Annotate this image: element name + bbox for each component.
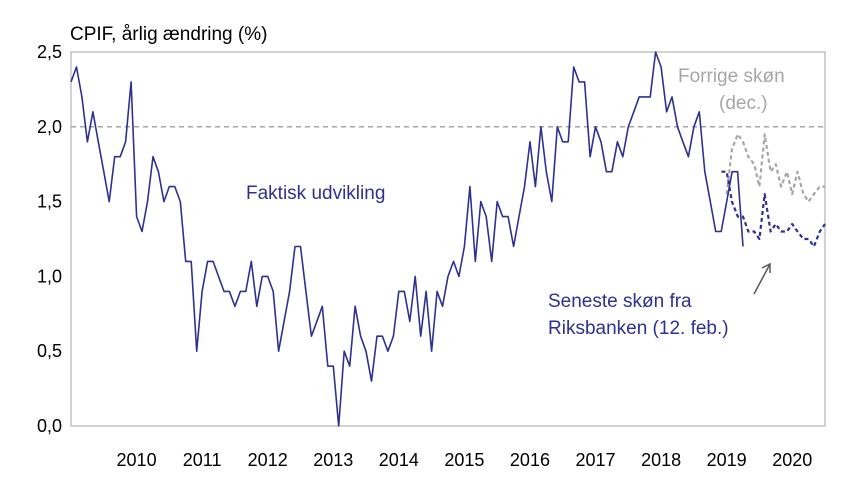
x-tick-label: 2017 (575, 450, 615, 470)
x-tick-labels: 2010 2011 2012 2013 2014 2015 2016 2017 2018 2019… (117, 450, 813, 470)
x-tick-label: 2019 (707, 450, 747, 470)
arrow-icon (753, 262, 771, 295)
annotation-previous-forecast-date: (dec.) (719, 93, 768, 114)
y-tick-label: 0,0 (37, 416, 62, 436)
x-tick-label: 2020 (772, 450, 812, 470)
x-tick-label: 2018 (641, 450, 681, 470)
annotation-latest-forecast-source: Riksbanken (12. feb.) (548, 318, 729, 339)
y-axis-title: CPIF, årlig ændring (%) (70, 24, 267, 45)
series-previous-forecast-line (725, 133, 825, 203)
annotation-actual: Faktisk udvikling (246, 183, 385, 204)
series-latest-forecast-line (721, 170, 826, 248)
series-layer (70, 51, 826, 427)
x-tick-label: 2012 (248, 450, 288, 470)
x-tick-label: 2015 (444, 450, 484, 470)
y-tick-label: 0,5 (37, 341, 62, 361)
x-tick-label: 2014 (379, 450, 419, 470)
annotation-latest-forecast: Seneste skøn fra (548, 291, 692, 312)
x-tick-label: 2016 (510, 450, 550, 470)
x-tick-label: 2010 (117, 450, 157, 470)
y-tick-label: 1,5 (37, 192, 62, 212)
y-tick-labels: 0,0 0,5 1,0 1,5 2,0 2,5 (37, 42, 62, 436)
y-tick-label: 2,0 (37, 117, 62, 137)
x-tick-label: 2013 (313, 450, 353, 470)
y-tick-label: 2,5 (37, 42, 62, 62)
plot-area-frame (70, 51, 826, 427)
y-tick-label: 1,0 (37, 266, 62, 286)
series-actual-line (70, 51, 744, 427)
annotation-previous-forecast: Forrige skøn (678, 66, 785, 87)
x-tick-label: 2011 (183, 450, 222, 470)
